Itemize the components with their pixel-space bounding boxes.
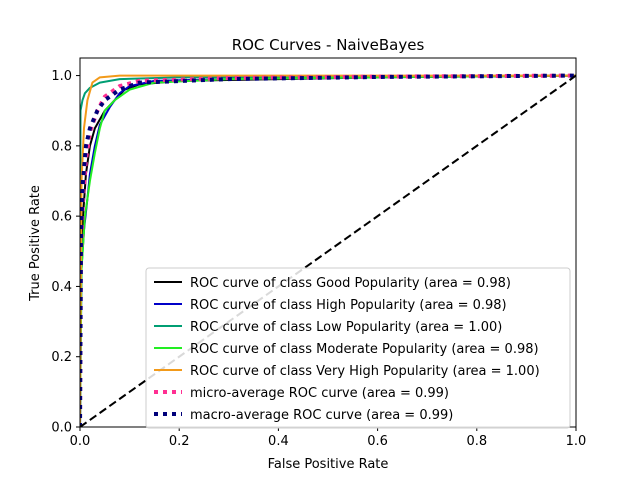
chart-title: ROC Curves - NaiveBayes bbox=[232, 36, 425, 54]
series-line-6 bbox=[80, 73, 576, 427]
legend-entry-5: micro-average ROC curve (area = 0.99) bbox=[190, 386, 449, 401]
legend-entry-1: ROC curve of class High Popularity (area… bbox=[190, 298, 507, 313]
plot-area: 0.0 0.2 0.4 0.6 0.8 1.0 0.0 0.2 0.4 0.6 0.8 1.0 bbox=[51, 57, 587, 449]
x-tick-label: 1.0 bbox=[566, 434, 587, 449]
x-tick-label: 0.8 bbox=[466, 434, 487, 449]
legend-entry-6: macro-average ROC curve (area = 0.99) bbox=[190, 408, 453, 423]
y-tick-label: 0.6 bbox=[51, 210, 72, 225]
x-tick-label: 0.0 bbox=[70, 434, 91, 449]
legend-entry-3: ROC curve of class Moderate Popularity (… bbox=[190, 342, 539, 357]
x-tick-label: 0.2 bbox=[169, 434, 190, 449]
y-tick-label: 1.0 bbox=[51, 69, 72, 84]
legend-entry-4: ROC curve of class Very High Popularity … bbox=[190, 364, 540, 379]
y-tick-label: 0.4 bbox=[51, 280, 72, 295]
y-tick-label: 0.0 bbox=[51, 421, 72, 436]
legend-entry-2: ROC curve of class Low Popularity (area … bbox=[190, 320, 502, 335]
legend: ROC curve of class Good Popularity (area… bbox=[145, 267, 571, 429]
x-tick-label: 0.4 bbox=[268, 434, 289, 449]
legend-box bbox=[145, 267, 571, 429]
legend-entry-0: ROC curve of class Good Popularity (area… bbox=[190, 276, 511, 291]
y-axis-label: True Positive Rate bbox=[28, 185, 43, 302]
x-axis-label: False Positive Rate bbox=[268, 457, 389, 472]
y-tick-label: 0.8 bbox=[51, 139, 72, 154]
y-tick-label: 0.2 bbox=[51, 350, 72, 365]
x-tick-label: 0.6 bbox=[367, 434, 388, 449]
